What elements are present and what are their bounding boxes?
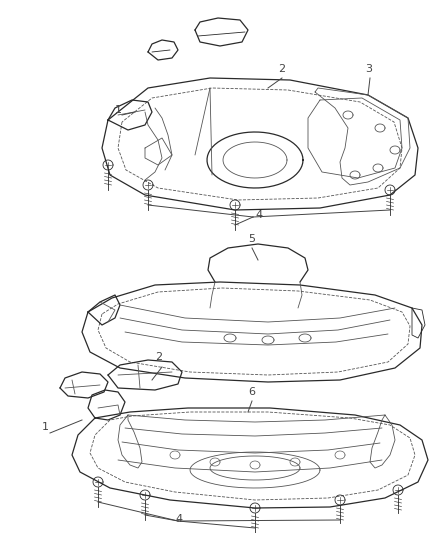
Text: 2: 2 xyxy=(278,64,285,74)
Text: 2: 2 xyxy=(155,352,162,362)
Text: 1: 1 xyxy=(42,422,49,432)
Text: 5: 5 xyxy=(248,234,255,244)
Text: 4: 4 xyxy=(175,514,182,524)
Text: 6: 6 xyxy=(248,387,255,397)
Text: 1: 1 xyxy=(115,105,122,115)
Text: 3: 3 xyxy=(365,64,372,74)
Text: 4: 4 xyxy=(255,210,262,220)
